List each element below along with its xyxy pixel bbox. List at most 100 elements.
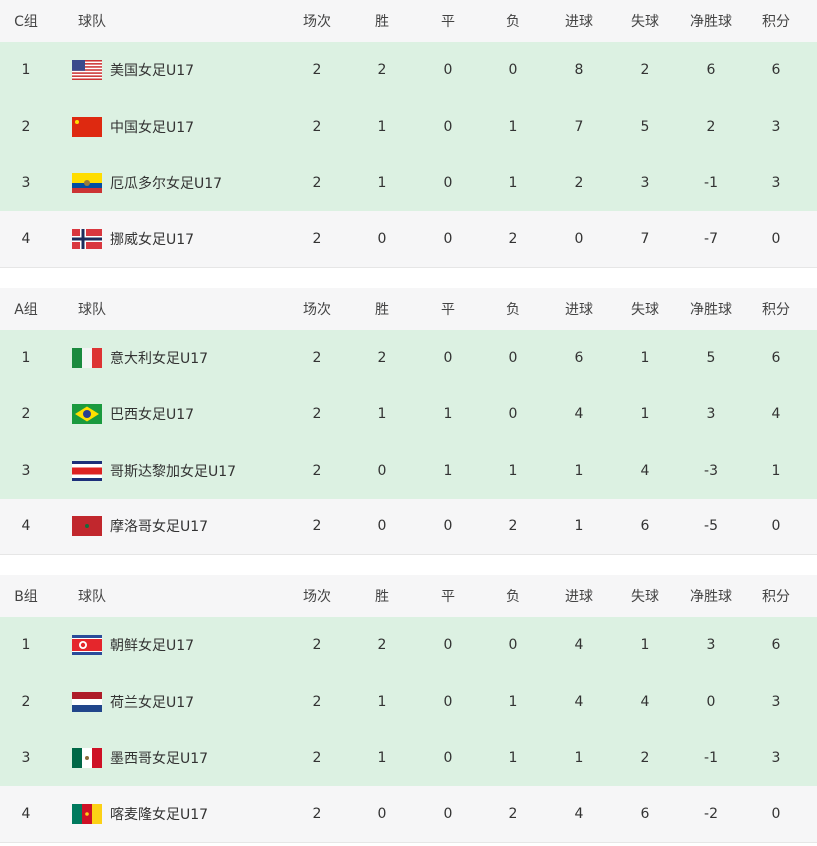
stat-cell: 6	[706, 62, 716, 79]
stat-cell: 0	[443, 174, 453, 191]
rank: 2	[21, 693, 31, 710]
column-header: 失球	[631, 301, 659, 318]
brazil-flag-icon	[72, 404, 102, 425]
table-row[interactable]: 3 厄瓜多尔女足U17 2 1 0 1 2 3 -1 3	[0, 154, 817, 212]
stat-cell: 2	[312, 805, 322, 822]
stat-cell: 7	[640, 230, 650, 247]
team-cell[interactable]: 巴西女足U17	[72, 404, 272, 425]
table-row[interactable]: 4 挪威女足U17 2 0 0 2 0 7 -7 0	[0, 211, 817, 268]
table-row[interactable]: 2 中国女足U17 2 1 0 1 7 5 2 3	[0, 98, 817, 155]
stat-cell: 2	[377, 637, 387, 654]
team-cell[interactable]: 喀麦隆女足U17	[72, 803, 272, 824]
table-row[interactable]: 2 巴西女足U17 2 1 1 0 4 1 3 4	[0, 385, 817, 443]
stat-cell: 1	[377, 750, 387, 767]
stat-cell: 4	[574, 406, 584, 423]
stat-cell: 2	[377, 349, 387, 366]
table-row[interactable]: 2 荷兰女足U17 2 1 0 1 4 4 0 3	[0, 673, 817, 730]
column-header: 失球	[631, 14, 659, 30]
stat-cell: 8	[574, 62, 584, 79]
stat-cell: 2	[574, 174, 584, 191]
team-column-header: 球队	[78, 14, 106, 30]
stat-cell: 0	[443, 750, 453, 767]
team-cell[interactable]: 荷兰女足U17	[72, 691, 272, 712]
rank: 2	[21, 118, 31, 135]
stat-cell: 0	[443, 518, 453, 535]
morocco-flag-icon	[72, 516, 102, 537]
column-header: 场次	[303, 301, 331, 318]
column-header: 平	[441, 14, 455, 30]
group-table: C组 球队 场次 胜 平 负 进球 失球 净胜球 积分 1 美国女足U17 2 2 0 0 8 2 6 6 2…	[0, 0, 817, 268]
stat-cell: 1	[377, 118, 387, 135]
stat-cell: 4	[771, 406, 781, 423]
stat-cell: 0	[443, 637, 453, 654]
stat-cell: -5	[704, 518, 718, 535]
stat-cell: 2	[312, 750, 322, 767]
stat-cell: 0	[771, 230, 781, 247]
stat-cell: 3	[706, 637, 716, 654]
stat-cell: 1	[771, 462, 781, 479]
table-row[interactable]: 1 美国女足U17 2 2 0 0 8 2 6 6	[0, 42, 817, 99]
team-cell[interactable]: 厄瓜多尔女足U17	[72, 172, 272, 193]
stat-cell: 3	[640, 174, 650, 191]
column-header: 进球	[565, 14, 593, 30]
table-row[interactable]: 1 朝鲜女足U17 2 2 0 0 4 1 3 6	[0, 617, 817, 674]
stat-cell: 0	[508, 406, 518, 423]
stat-cell: 6	[574, 349, 584, 366]
stat-cell: 1	[508, 462, 518, 479]
table-row[interactable]: 4 喀麦隆女足U17 2 0 0 2 4 6 -2 0	[0, 786, 817, 843]
stat-cell: -7	[704, 230, 718, 247]
stat-cell: 1	[508, 750, 518, 767]
team-column-header: 球队	[78, 301, 106, 318]
team-cell[interactable]: 墨西哥女足U17	[72, 748, 272, 769]
column-header: 负	[506, 301, 520, 318]
team-name: 墨西哥女足U17	[110, 751, 209, 768]
stat-cell: 1	[377, 406, 387, 423]
column-header: 积分	[762, 589, 790, 606]
stat-cell: -1	[704, 750, 718, 767]
stat-cell: 5	[706, 349, 716, 366]
stat-cell: 6	[771, 637, 781, 654]
stat-cell: 2	[640, 62, 650, 79]
stat-cell: 2	[312, 518, 322, 535]
stat-cell: 1	[640, 349, 650, 366]
table-row[interactable]: 1 意大利女足U17 2 2 0 0 6 1 5 6	[0, 329, 817, 386]
column-header: 进球	[565, 301, 593, 318]
stat-cell: 2	[312, 462, 322, 479]
stat-cell: 6	[771, 349, 781, 366]
stat-cell: 6	[640, 518, 650, 535]
stat-cell: 4	[640, 693, 650, 710]
mexico-flag-icon	[72, 748, 102, 769]
stat-cell: -3	[704, 462, 718, 479]
table-row[interactable]: 4 摩洛哥女足U17 2 0 0 2 1 6 -5 0	[0, 498, 817, 556]
team-cell[interactable]: 朝鲜女足U17	[72, 635, 272, 656]
stat-cell: 2	[508, 805, 518, 822]
table-header: A组 球队 场次 胜 平 负 进球 失球 净胜球 积分	[0, 287, 817, 330]
team-column-header: 球队	[78, 589, 106, 606]
table-row[interactable]: 3 哥斯达黎加女足U17 2 0 1 1 1 4 -3 1	[0, 442, 817, 499]
team-cell[interactable]: 摩洛哥女足U17	[72, 516, 272, 537]
team-cell[interactable]: 挪威女足U17	[72, 228, 272, 249]
team-name: 荷兰女足U17	[110, 694, 195, 711]
stat-cell: 3	[706, 406, 716, 423]
team-cell[interactable]: 哥斯达黎加女足U17	[72, 460, 272, 481]
stat-cell: 2	[312, 62, 322, 79]
stat-cell: 0	[443, 693, 453, 710]
team-cell[interactable]: 意大利女足U17	[72, 347, 272, 368]
table-row[interactable]: 3 墨西哥女足U17 2 1 0 1 1 2 -1 3	[0, 729, 817, 787]
stat-cell: 0	[771, 518, 781, 535]
stat-cell: 1	[377, 693, 387, 710]
rank: 4	[21, 805, 31, 822]
column-header: 平	[441, 301, 455, 318]
stat-cell: 4	[640, 462, 650, 479]
team-name: 哥斯达黎加女足U17	[110, 463, 237, 480]
rank: 4	[21, 518, 31, 535]
stat-cell: 1	[508, 174, 518, 191]
table-header: C组 球队 场次 胜 平 负 进球 失球 净胜球 积分	[0, 0, 817, 42]
team-cell[interactable]: 美国女足U17	[72, 60, 272, 81]
stat-cell: 2	[312, 693, 322, 710]
team-name: 巴西女足U17	[110, 407, 195, 424]
stat-cell: 1	[574, 518, 584, 535]
stat-cell: 0	[443, 230, 453, 247]
team-cell[interactable]: 中国女足U17	[72, 116, 272, 137]
